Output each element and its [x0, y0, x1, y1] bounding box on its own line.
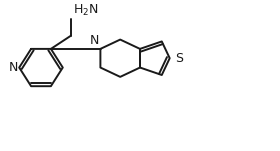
Text: N: N [90, 34, 99, 47]
Text: S: S [175, 52, 183, 65]
Text: N: N [9, 61, 18, 74]
Text: H$_2$N: H$_2$N [73, 3, 98, 18]
